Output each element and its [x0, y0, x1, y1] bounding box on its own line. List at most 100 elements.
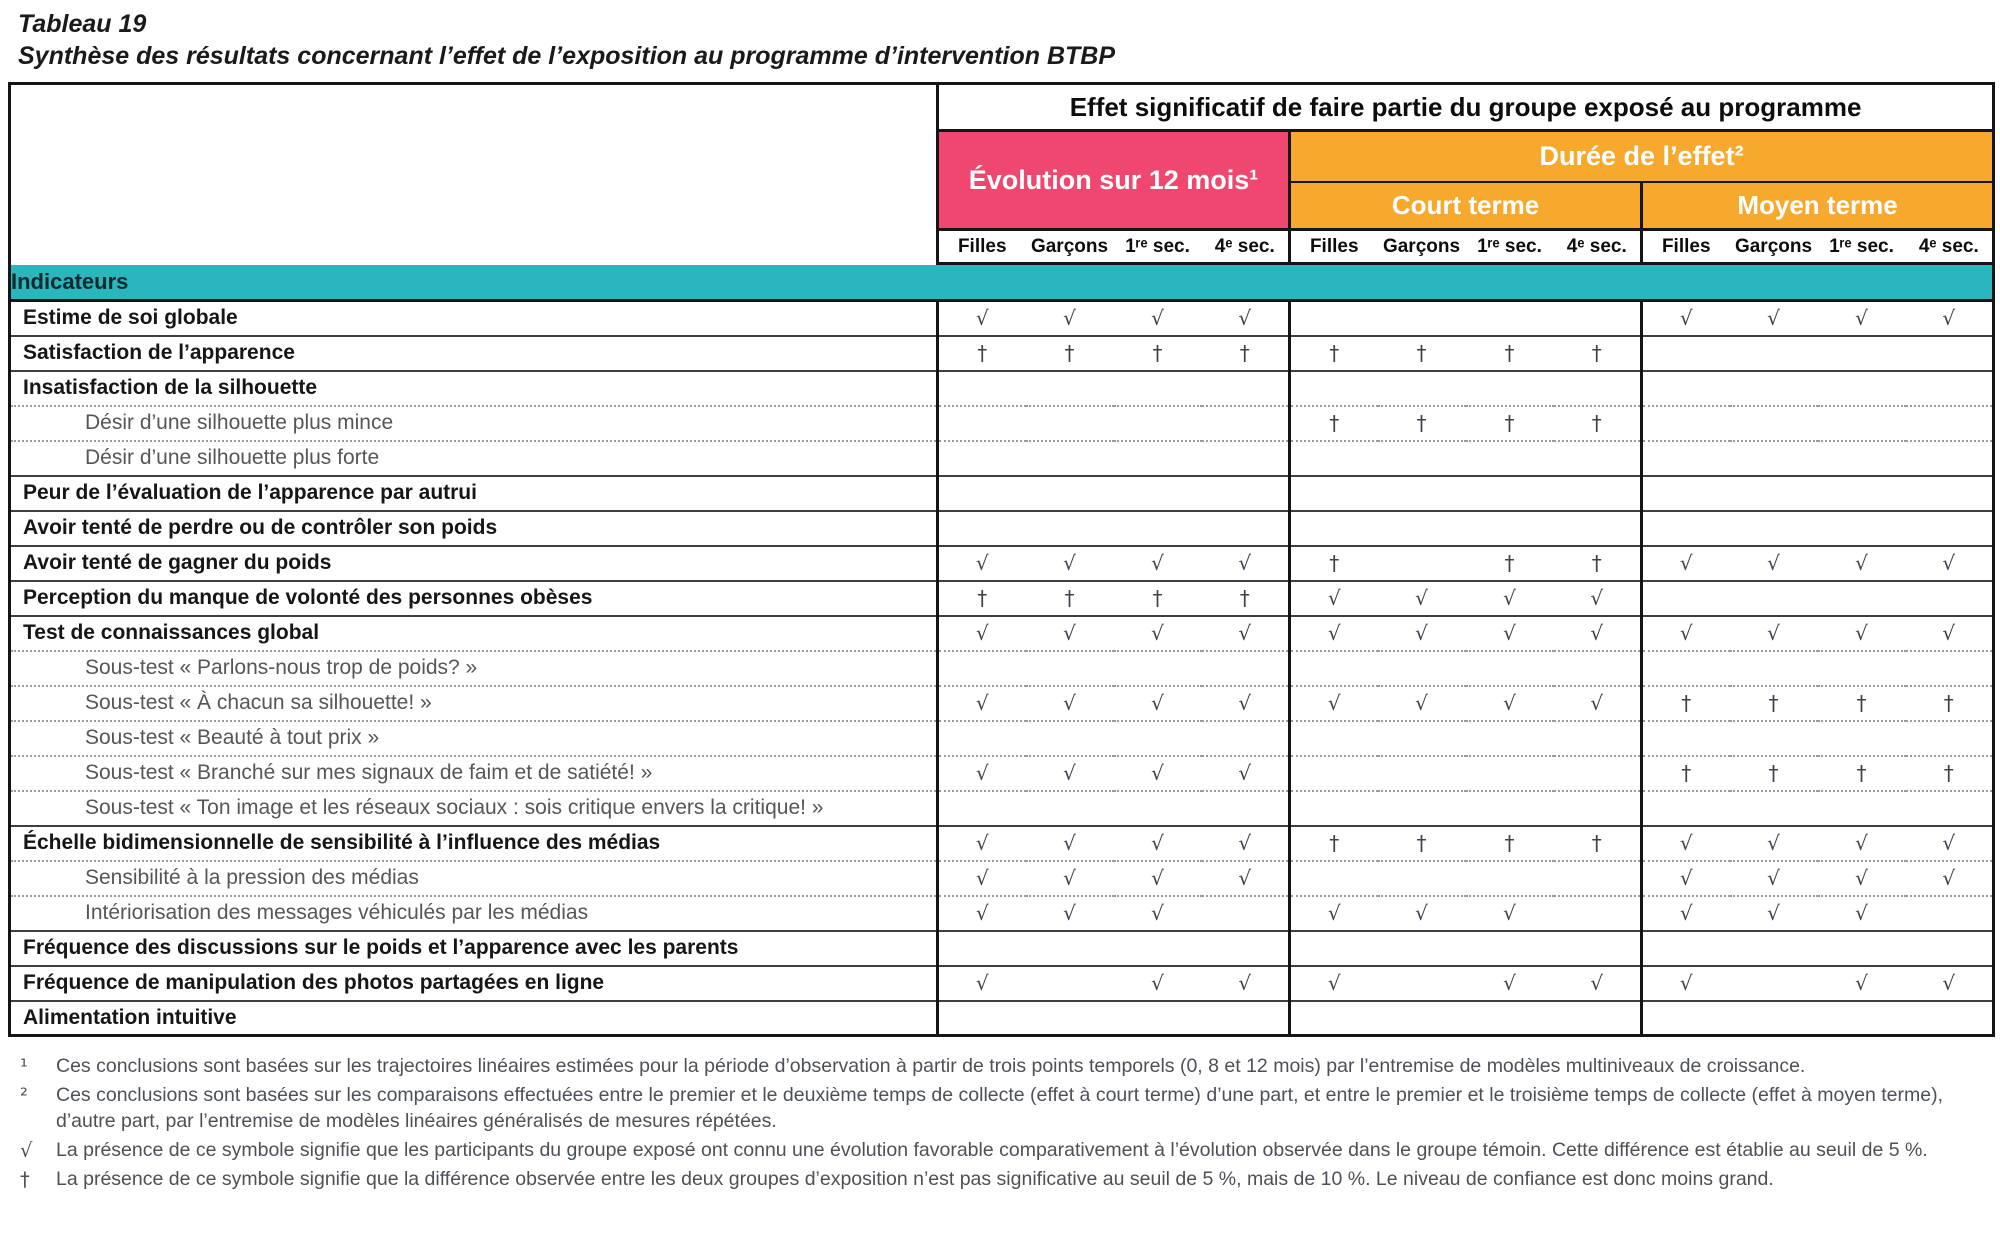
empty-cell: [1817, 439, 1906, 476]
empty-cell: [1905, 334, 1994, 371]
empty-cell: [937, 439, 1026, 476]
dagger-cell: †: [1553, 544, 1642, 581]
empty-cell: [1025, 999, 1114, 1036]
table-row: Sous-test « Parlons-nous trop de poids? …: [9, 649, 1994, 686]
check-cell: √: [1465, 964, 1554, 1001]
check-cell: √: [1113, 754, 1202, 791]
dagger-cell: †: [1465, 824, 1554, 861]
footnote-text: La présence de ce symbole signifie que l…: [56, 1168, 1774, 1191]
empty-cell: [1113, 369, 1202, 406]
check-cell: √: [1817, 964, 1906, 1001]
table-row: Intériorisation des messages véhiculés p…: [9, 894, 1994, 931]
subcolumn-header-row: Filles Garçons 1ʳᵉ sec. 4ᵉ sec. Filles G…: [10, 229, 1994, 265]
empty-cell: [1113, 439, 1202, 476]
empty-cell: [1817, 334, 1906, 371]
check-cell: √: [1905, 299, 1994, 336]
check-cell: √: [1817, 894, 1906, 931]
empty-cell: [1817, 579, 1906, 616]
empty-cell: [937, 929, 1026, 966]
empty-cell: [1288, 474, 1378, 511]
empty-cell: [1025, 719, 1114, 756]
empty-cell: [1640, 509, 1730, 546]
footnote-marker: √: [20, 1139, 33, 1163]
check-cell: √: [937, 754, 1026, 791]
footnote-1: ¹ Ces conclusions sont basées sur les tr…: [20, 1054, 1986, 1079]
col-header-garcons: Garçons: [1729, 229, 1818, 265]
check-cell: √: [1817, 299, 1906, 336]
empty-cell: [1465, 299, 1554, 336]
check-cell: √: [1201, 684, 1290, 721]
footnotes: ¹ Ces conclusions sont basées sur les tr…: [20, 1054, 1986, 1193]
empty-cell: [1288, 789, 1378, 826]
check-cell: √: [1640, 894, 1730, 931]
check-cell: √: [1640, 859, 1730, 896]
check-cell: √: [1553, 579, 1642, 616]
empty-cell: [1905, 509, 1994, 546]
row-label: Test de connaissances global: [9, 614, 939, 651]
check-cell: √: [1201, 859, 1290, 896]
empty-cell: [1377, 929, 1466, 966]
dagger-cell: †: [1729, 754, 1818, 791]
empty-cell: [1288, 649, 1378, 686]
check-cell: √: [1729, 859, 1818, 896]
row-label: Alimentation intuitive: [9, 999, 939, 1036]
empty-cell: [1640, 579, 1730, 616]
empty-cell: [1817, 789, 1906, 826]
empty-cell: [1377, 474, 1466, 511]
col-header-1re-sec: 1ʳᵉ sec.: [1817, 229, 1906, 265]
empty-cell: [1729, 369, 1818, 406]
check-cell: √: [1288, 684, 1378, 721]
footnote-text: La présence de ce symbole signifie que l…: [56, 1139, 1928, 1162]
check-cell: √: [937, 544, 1026, 581]
empty-cell: [1729, 439, 1818, 476]
col-header-4e-sec: 4ᵉ sec.: [1905, 229, 1994, 265]
empty-cell: [1465, 929, 1554, 966]
indicator-rows: Estime de soi globale √ √ √ √ √ √ √ √ Satisfactio…: [9, 299, 1994, 1036]
check-cell: √: [1201, 614, 1290, 651]
row-label: Échelle bidimensionnelle de sensibilité …: [9, 824, 939, 861]
empty-cell: [1553, 894, 1642, 931]
col-header-1re-sec: 1ʳᵉ sec.: [1113, 229, 1202, 265]
empty-cell: [1553, 859, 1642, 896]
table-row: Perception du manque de volonté des pers…: [9, 579, 1994, 616]
check-cell: √: [1465, 579, 1554, 616]
empty-cell: [1288, 719, 1378, 756]
check-cell: √: [1113, 544, 1202, 581]
footnote-text: Ces conclusions sont basées sur les traj…: [56, 1055, 1806, 1077]
dagger-cell: †: [937, 579, 1026, 616]
check-cell: √: [937, 614, 1026, 651]
empty-cell: [1640, 474, 1730, 511]
check-cell: √: [1025, 544, 1114, 581]
empty-cell: [1288, 299, 1378, 336]
empty-cell: [1729, 334, 1818, 371]
row-label: Sous-test « Branché sur mes signaux de f…: [9, 754, 939, 791]
dagger-cell: †: [1288, 334, 1378, 371]
court-terme-header: Court terme: [1289, 181, 1642, 231]
evolution-header: Évolution sur 12 mois¹: [937, 130, 1291, 231]
dagger-cell: †: [1025, 579, 1114, 616]
footnote-marker: †: [20, 1168, 30, 1192]
table-row: Avoir tenté de gagner du poids √ √ √ √ † † † √ √ √…: [9, 544, 1994, 581]
dagger-cell: †: [1729, 684, 1818, 721]
footnote-marker: ¹: [20, 1055, 28, 1078]
indicateurs-header: Indicateurs: [9, 263, 1994, 302]
check-cell: √: [937, 824, 1026, 861]
table-number: Tableau 19: [18, 10, 147, 38]
dagger-cell: †: [1905, 684, 1994, 721]
empty-cell: [1377, 859, 1466, 896]
empty-cell: [937, 474, 1026, 511]
empty-cell: [1729, 509, 1818, 546]
group-header-row: Évolution sur 12 mois¹ Durée de l’effet²: [10, 130, 1994, 231]
check-cell: √: [1729, 824, 1818, 861]
empty-cell: [1377, 369, 1466, 406]
empty-cell: [1905, 439, 1994, 476]
row-label: Fréquence des discussions sur le poids e…: [9, 929, 939, 966]
check-cell: √: [1113, 299, 1202, 336]
empty-cell: [1817, 649, 1906, 686]
dagger-cell: †: [1553, 824, 1642, 861]
empty-cell: [1640, 999, 1730, 1036]
empty-cell: [1201, 439, 1290, 476]
empty-cell: [1729, 999, 1818, 1036]
check-cell: √: [937, 859, 1026, 896]
table-row: Test de connaissances global √ √ √ √ √ √ √ √ √ √ √ √: [9, 614, 1994, 651]
